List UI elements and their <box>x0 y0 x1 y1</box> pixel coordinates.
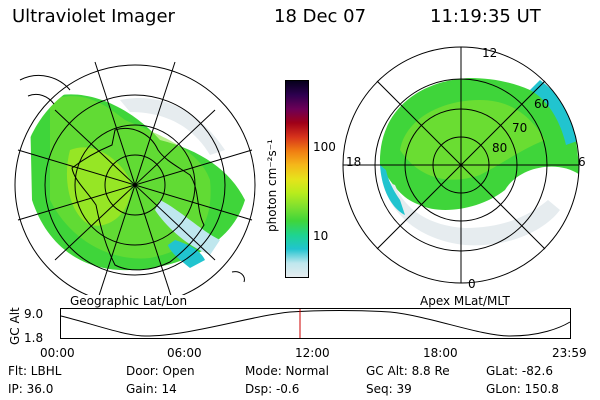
timeline-tick: 23:59 <box>552 346 587 360</box>
geographic-map <box>14 61 256 295</box>
mlt-label-18: 18 <box>346 155 362 169</box>
mode-info: Mode: Normal <box>245 364 329 378</box>
magnetic-map <box>342 46 580 284</box>
dim-region <box>120 98 225 155</box>
latitude-circle <box>74 124 196 246</box>
door-info: Door: Open <box>126 364 195 378</box>
timeline-y-bottom: 1.8 <box>24 331 44 345</box>
altitude-curve <box>60 310 571 337</box>
mlt-line <box>376 80 546 250</box>
filter-info: Flt: LBHL <box>8 364 62 378</box>
longitude-line <box>98 61 176 295</box>
dim-region <box>530 80 579 145</box>
ip-info: IP: 36.0 <box>8 382 54 396</box>
dim-region <box>380 165 405 215</box>
latitude-circle <box>104 154 166 216</box>
gain-info: Gain: 14 <box>126 382 177 396</box>
altitude-timeline <box>60 308 571 339</box>
colorbar <box>285 80 309 278</box>
colorbar-unit-label: photon cm⁻²s⁻¹ <box>265 139 279 232</box>
coastline <box>231 271 245 283</box>
glon-info: GLon: 150.8 <box>486 382 559 396</box>
dsp-info: Dsp: -0.6 <box>245 382 300 396</box>
timeline-tick: 12:00 <box>295 346 330 360</box>
mlt-label-6: 6 <box>578 155 586 169</box>
date-label: 18 Dec 07 <box>274 6 367 27</box>
timeline-tick: 06:00 <box>167 346 202 360</box>
mlt-label-12: 12 <box>482 46 498 60</box>
latitude-circle <box>14 64 256 295</box>
timeline-tick: 00:00 <box>40 346 75 360</box>
timeline-y-top: 9.0 <box>24 307 44 321</box>
dim-region <box>382 180 560 246</box>
timeline-tick: 18:00 <box>423 346 458 360</box>
timeline-frame <box>60 308 571 339</box>
colorbar-tick-100: 100 <box>313 140 336 154</box>
seq-info: Seq: 39 <box>366 382 412 396</box>
continent-outline <box>71 127 205 271</box>
mlat-label-60: 60 <box>534 97 550 111</box>
timeline-axis-label: GC Alt <box>8 307 22 345</box>
glat-info: GLat: -82.6 <box>486 364 553 378</box>
coastline <box>19 75 71 105</box>
geographic-caption: Geographic Lat/Lon <box>70 294 188 308</box>
dim-region <box>155 200 220 255</box>
instrument-title: Ultraviolet Imager <box>12 6 175 27</box>
time-label: 11:19:35 UT <box>430 6 541 27</box>
colorbar-gradient <box>286 81 308 277</box>
magnetic-caption: Apex MLat/MLT <box>420 294 510 308</box>
latitude-circle <box>44 94 226 276</box>
mlat-label-70: 70 <box>512 121 528 135</box>
aurora-region <box>66 147 131 226</box>
colorbar-tick-10: 10 <box>313 229 329 243</box>
mlat-label-80: 80 <box>492 141 508 155</box>
gc-alt-info: GC Alt: 8.8 Re <box>366 364 450 378</box>
dim-region <box>168 240 205 268</box>
mlt-label-0: 0 <box>468 277 476 291</box>
